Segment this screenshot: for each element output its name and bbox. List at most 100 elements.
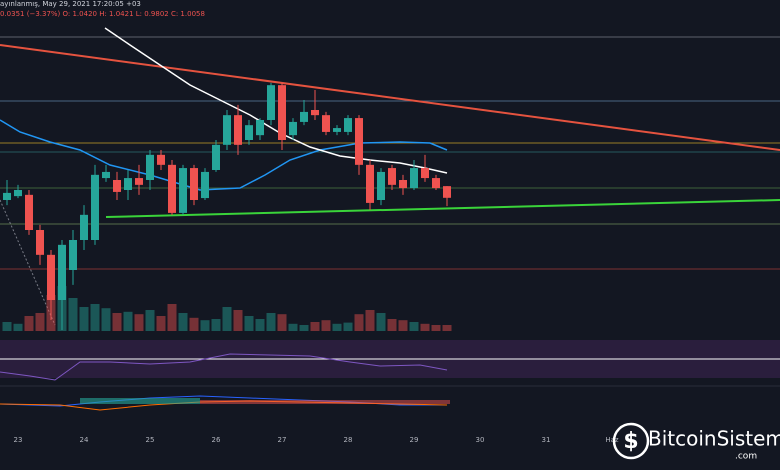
volume-bar — [211, 319, 221, 331]
volume-bar — [167, 304, 177, 331]
volume-bar — [409, 322, 419, 331]
candle-body — [179, 168, 187, 213]
volume-bar — [321, 320, 331, 331]
candle-body — [223, 115, 231, 145]
volume-bar — [266, 313, 276, 331]
watermark-logo: $ — [612, 422, 650, 460]
candle-body — [355, 118, 363, 165]
volume-bar — [255, 319, 265, 331]
volume-bar — [90, 304, 100, 331]
candle-body — [14, 190, 22, 197]
candle-body — [322, 115, 330, 132]
candle-body — [443, 186, 451, 198]
candle-body — [25, 194, 33, 230]
volume-bar — [376, 313, 386, 331]
candle-body — [168, 164, 176, 213]
volume-bar — [200, 320, 210, 331]
volume-bar — [24, 316, 34, 331]
x-tick-label: 26 — [212, 436, 221, 444]
volume-bar — [288, 323, 298, 331]
volume-bar — [277, 314, 287, 331]
volume-bar — [365, 310, 375, 331]
candle-body — [135, 178, 143, 185]
candle-body — [410, 168, 418, 189]
candle-body — [399, 180, 407, 189]
candle-body — [421, 168, 429, 179]
x-tick-label: 24 — [80, 436, 89, 444]
header: ayınlanmış, May 29, 2021 17:20:05 +03 — [0, 0, 141, 8]
candle-body — [432, 178, 440, 189]
candle-body — [300, 111, 308, 122]
candle-body — [47, 254, 55, 300]
ohlc-label: 0.0351 (−3.37%) O: 1.0420 H: 1.0421 L: 0… — [0, 10, 205, 18]
x-tick-label: 31 — [542, 436, 551, 444]
macd-histogram — [200, 400, 450, 404]
volume-bar — [156, 316, 166, 331]
candle-body — [388, 168, 396, 185]
x-tick-label: 29 — [410, 436, 419, 444]
x-tick-label: 28 — [344, 436, 353, 444]
candle-body — [69, 240, 77, 270]
candle-body — [245, 125, 253, 140]
candle-body — [311, 110, 319, 116]
x-tick-label: 23 — [14, 436, 23, 444]
x-tick-label: 25 — [146, 436, 155, 444]
volume-bar — [68, 298, 78, 331]
candle-body — [157, 154, 165, 165]
volume-bar — [332, 323, 342, 331]
volume-bar — [134, 314, 144, 331]
candle-body — [333, 128, 341, 132]
volume-bar — [101, 308, 111, 331]
candle-body — [377, 171, 385, 200]
candle-body — [36, 230, 44, 255]
volume-bar — [354, 314, 364, 331]
rsi-line — [0, 353, 448, 381]
projection — [0, 199, 56, 326]
volume-bar — [123, 311, 133, 331]
volume-bar — [343, 322, 353, 331]
candle-body — [212, 144, 220, 170]
volume-bar — [13, 323, 23, 331]
candle-body — [124, 178, 132, 190]
volume-bar — [35, 313, 45, 331]
candle-body — [113, 180, 121, 192]
candle-body — [366, 164, 374, 203]
candle-body — [289, 121, 297, 136]
volume-bar — [442, 325, 452, 331]
volume-bar — [79, 307, 89, 331]
candle-body — [201, 171, 209, 199]
volume-bar — [189, 317, 199, 331]
candle-body — [278, 85, 286, 140]
volume-bar — [299, 325, 309, 331]
volume-bar — [222, 307, 232, 331]
volume-bar — [398, 320, 408, 331]
volume-bar — [145, 310, 155, 331]
candle-body — [234, 115, 242, 145]
candle-body — [91, 174, 99, 240]
candle-body — [58, 244, 66, 300]
volume-bar — [233, 310, 243, 331]
candle-body — [267, 85, 275, 120]
volume-bar — [431, 325, 441, 331]
resistance-trendline — [0, 44, 780, 151]
volume-bar — [310, 322, 320, 331]
volume-bar — [420, 323, 430, 331]
watermark-sub: .com — [735, 452, 757, 462]
volume-bar — [387, 319, 397, 331]
candle-body — [102, 171, 110, 179]
watermark: BitcoinSistemi — [648, 427, 780, 451]
volume-bar — [112, 313, 122, 331]
candle-body — [80, 214, 88, 240]
support-trendline — [105, 199, 780, 218]
moving-average — [0, 119, 448, 191]
candle-body — [190, 168, 198, 200]
x-tick-label: 30 — [476, 436, 485, 444]
x-tick-label: 27 — [278, 436, 287, 444]
candle-body — [344, 118, 352, 132]
candle-body — [146, 154, 154, 180]
svg-text:$: $ — [623, 429, 638, 454]
volume-bar — [2, 322, 12, 331]
volume-bar — [178, 313, 188, 331]
